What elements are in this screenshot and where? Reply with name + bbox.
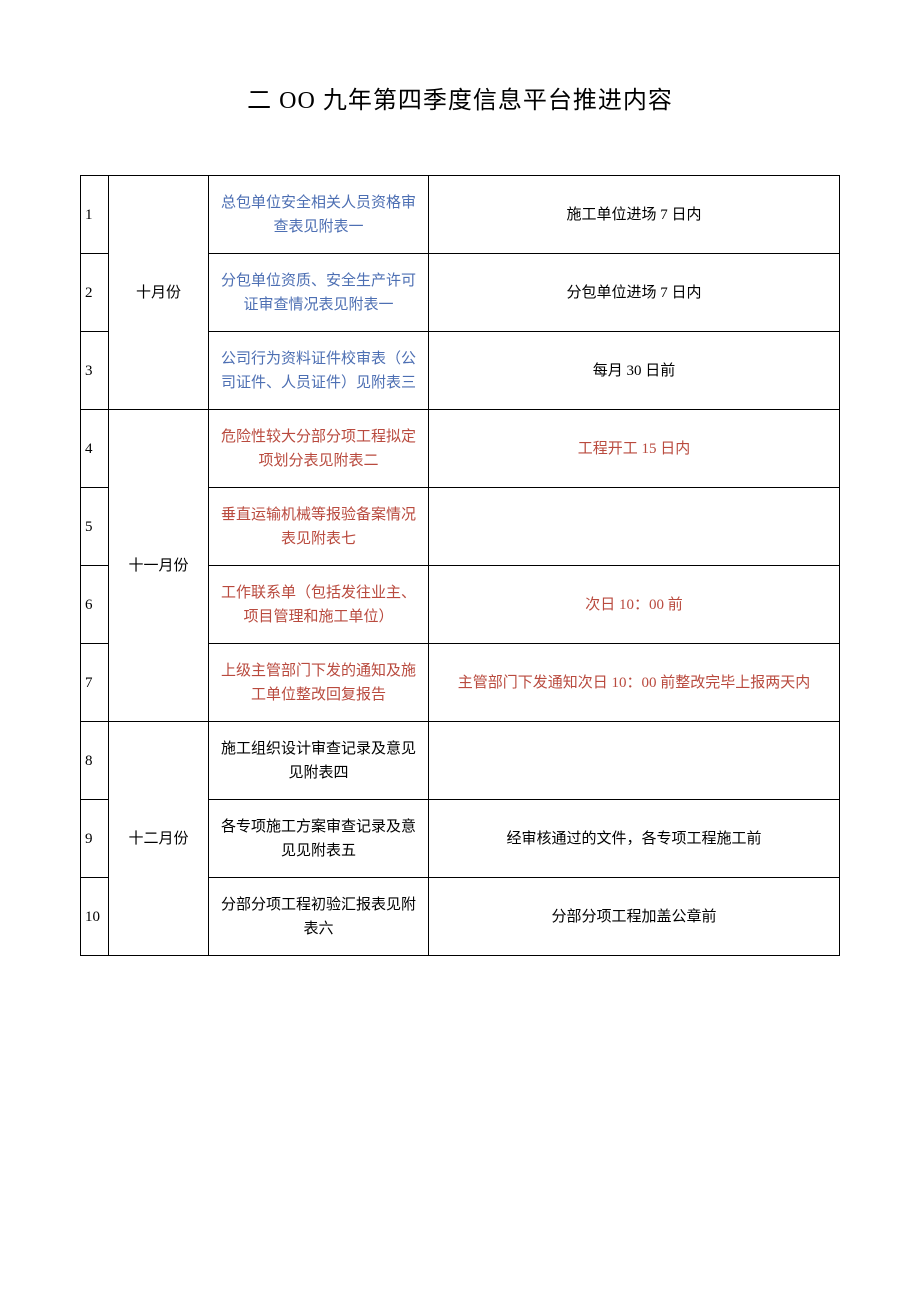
table-body: 1十月份总包单位安全相关人员资格审查表见附表一施工单位进场 7 日内2分包单位资… xyxy=(81,176,840,956)
month-cell: 十一月份 xyxy=(109,410,209,722)
note-cell: 次日 10：00 前 xyxy=(429,566,840,644)
row-index: 9 xyxy=(81,800,109,878)
row-index: 8 xyxy=(81,722,109,800)
desc-cell: 危险性较大分部分项工程拟定项划分表见附表二 xyxy=(209,410,429,488)
desc-cell: 总包单位安全相关人员资格审查表见附表一 xyxy=(209,176,429,254)
note-cell: 经审核通过的文件，各专项工程施工前 xyxy=(429,800,840,878)
desc-cell: 工作联系单（包括发往业主、项目管理和施工单位） xyxy=(209,566,429,644)
note-cell xyxy=(429,722,840,800)
page-title: 二 OO 九年第四季度信息平台推进内容 xyxy=(80,80,840,115)
row-index: 5 xyxy=(81,488,109,566)
note-cell: 主管部门下发通知次日 10：00 前整改完毕上报两天内 xyxy=(429,644,840,722)
row-index: 3 xyxy=(81,332,109,410)
table-row: 1十月份总包单位安全相关人员资格审查表见附表一施工单位进场 7 日内 xyxy=(81,176,840,254)
table-row: 8十二月份施工组织设计审查记录及意见见附表四 xyxy=(81,722,840,800)
note-cell: 分部分项工程加盖公章前 xyxy=(429,878,840,956)
month-cell: 十月份 xyxy=(109,176,209,410)
row-index: 10 xyxy=(81,878,109,956)
note-cell xyxy=(429,488,840,566)
desc-cell: 垂直运输机械等报验备案情况表见附表七 xyxy=(209,488,429,566)
desc-cell: 公司行为资料证件校审表（公司证件、人员证件）见附表三 xyxy=(209,332,429,410)
desc-cell: 分包单位资质、安全生产许可证审查情况表见附表一 xyxy=(209,254,429,332)
table-row: 4十一月份危险性较大分部分项工程拟定项划分表见附表二工程开工 15 日内 xyxy=(81,410,840,488)
note-cell: 每月 30 日前 xyxy=(429,332,840,410)
desc-cell: 各专项施工方案审查记录及意见见附表五 xyxy=(209,800,429,878)
note-cell: 分包单位进场 7 日内 xyxy=(429,254,840,332)
desc-cell: 分部分项工程初验汇报表见附表六 xyxy=(209,878,429,956)
note-cell: 工程开工 15 日内 xyxy=(429,410,840,488)
row-index: 7 xyxy=(81,644,109,722)
row-index: 2 xyxy=(81,254,109,332)
row-index: 1 xyxy=(81,176,109,254)
row-index: 4 xyxy=(81,410,109,488)
note-cell: 施工单位进场 7 日内 xyxy=(429,176,840,254)
schedule-table: 1十月份总包单位安全相关人员资格审查表见附表一施工单位进场 7 日内2分包单位资… xyxy=(80,175,840,956)
desc-cell: 上级主管部门下发的通知及施工单位整改回复报告 xyxy=(209,644,429,722)
row-index: 6 xyxy=(81,566,109,644)
month-cell: 十二月份 xyxy=(109,722,209,956)
desc-cell: 施工组织设计审查记录及意见见附表四 xyxy=(209,722,429,800)
